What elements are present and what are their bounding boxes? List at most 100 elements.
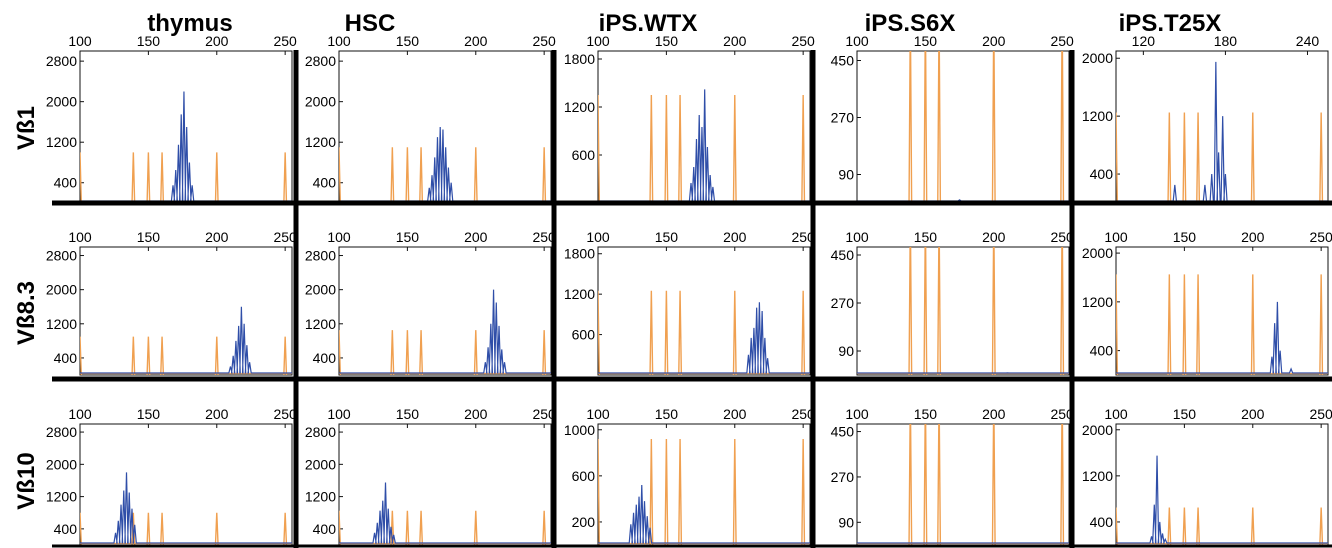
size-standard-peak xyxy=(390,330,395,375)
y-tick-label: 1200 xyxy=(564,286,595,302)
x-tick-label: 100 xyxy=(1104,229,1128,245)
size-standard-peak xyxy=(908,247,913,375)
sample-trace xyxy=(80,472,292,544)
x-tick-label: 150 xyxy=(655,406,679,422)
y-tick-label: 2000 xyxy=(46,94,77,110)
size-standard-peak xyxy=(131,336,136,375)
x-tick-label: 200 xyxy=(982,406,1006,422)
plot-frame xyxy=(856,246,1070,376)
x-tick-label: 200 xyxy=(205,33,229,49)
size-standard-peak xyxy=(1196,112,1201,203)
size-standard-peak xyxy=(214,152,219,203)
size-standard-peak xyxy=(1182,507,1187,545)
x-tick-label: 180 xyxy=(1214,33,1238,49)
x-tick-label: 250 xyxy=(532,406,556,422)
y-tick-label: 2800 xyxy=(46,424,77,440)
y-tick-label: 450 xyxy=(831,247,855,263)
size-standard-peak xyxy=(801,438,806,545)
size-standard-peak xyxy=(732,94,737,203)
size-standard-peak xyxy=(937,424,942,545)
size-standard-peak xyxy=(664,290,669,375)
size-standard-peak xyxy=(991,247,996,375)
x-tick-label: 100 xyxy=(68,33,92,49)
sample-trace xyxy=(339,126,551,202)
x-tick-label: 200 xyxy=(982,33,1006,49)
size-standard-peak xyxy=(801,94,806,203)
size-standard-peak xyxy=(1167,507,1172,545)
y-tick-label: 400 xyxy=(54,350,78,366)
size-standard-peak xyxy=(678,438,683,545)
x-tick-label: 100 xyxy=(586,229,610,245)
sample-trace xyxy=(339,289,551,374)
size-standard-peak xyxy=(1167,274,1172,375)
y-tick-label: 1200 xyxy=(305,134,336,150)
row-title: Vß8.3 xyxy=(13,281,40,345)
size-standard-peak xyxy=(473,510,478,545)
y-tick-label: 270 xyxy=(831,110,855,126)
plot-frame xyxy=(338,246,552,376)
y-tick-label: 1200 xyxy=(564,99,595,115)
x-tick-label: 100 xyxy=(845,406,869,422)
size-standard-peak xyxy=(283,512,288,545)
x-tick-label: 100 xyxy=(327,229,351,245)
y-tick-label: 400 xyxy=(1090,514,1114,530)
size-standard-peak xyxy=(405,330,410,375)
plot-frame xyxy=(597,423,811,546)
y-tick-label: 400 xyxy=(313,175,337,191)
x-tick-label: 150 xyxy=(1173,229,1197,245)
y-tick-label: 90 xyxy=(838,167,854,183)
x-tick-label: 240 xyxy=(1296,33,1320,49)
sample-trace xyxy=(1116,455,1328,544)
column-title: iPS.S6X xyxy=(865,10,956,37)
size-standard-peak xyxy=(160,152,165,203)
y-tick-label: 450 xyxy=(831,53,855,69)
y-tick-label: 1200 xyxy=(46,316,77,332)
y-tick-label: 400 xyxy=(313,350,337,366)
x-tick-label: 150 xyxy=(137,33,161,49)
x-tick-label: 150 xyxy=(1173,406,1197,422)
y-tick-label: 400 xyxy=(1090,166,1114,182)
size-standard-peak xyxy=(542,147,547,203)
y-tick-label: 400 xyxy=(313,521,337,537)
x-tick-label: 250 xyxy=(273,33,297,49)
x-tick-label: 150 xyxy=(655,33,679,49)
size-standard-peak xyxy=(542,330,547,375)
x-tick-label: 150 xyxy=(914,33,938,49)
size-standard-peak xyxy=(923,424,928,545)
size-standard-peak xyxy=(131,152,136,203)
size-standard-peak xyxy=(214,336,219,375)
size-standard-peak xyxy=(390,147,395,203)
y-tick-label: 2000 xyxy=(1082,245,1113,261)
sample-trace xyxy=(1116,61,1328,202)
x-tick-label: 120 xyxy=(1132,33,1156,49)
column-title: HSC xyxy=(345,10,396,37)
panel-iPS.WTX_Vß10: 100 150 200 250 200 600 1000 xyxy=(564,406,815,546)
size-standard-peak xyxy=(1116,112,1118,203)
x-tick-label: 100 xyxy=(586,33,610,49)
x-tick-label: 150 xyxy=(914,229,938,245)
x-tick-label: 200 xyxy=(723,33,747,49)
x-tick-label: 250 xyxy=(1050,406,1074,422)
size-standard-peak xyxy=(214,512,219,545)
y-tick-label: 2000 xyxy=(305,282,336,298)
size-standard-peak xyxy=(1196,274,1201,375)
x-tick-label: 250 xyxy=(791,33,815,49)
x-tick-label: 250 xyxy=(273,406,297,422)
size-standard-peak xyxy=(664,438,669,545)
y-tick-label: 2000 xyxy=(1082,50,1113,66)
size-standard-peak xyxy=(419,510,424,545)
y-tick-label: 2800 xyxy=(305,424,336,440)
x-tick-label: 200 xyxy=(982,229,1006,245)
size-standard-peak xyxy=(664,94,669,203)
x-tick-label: 150 xyxy=(396,406,420,422)
size-standard-peak xyxy=(80,512,82,545)
x-tick-label: 200 xyxy=(464,229,488,245)
y-tick-label: 1200 xyxy=(305,316,336,332)
size-standard-peak xyxy=(1182,112,1187,203)
column-titles: thymus HSC iPS.WTX iPS.S6X iPS.T25X xyxy=(147,10,1221,37)
y-tick-label: 2800 xyxy=(46,53,77,69)
size-standard-peak xyxy=(1319,507,1324,545)
y-tick-label: 270 xyxy=(831,295,855,311)
x-tick-label: 200 xyxy=(1241,229,1265,245)
